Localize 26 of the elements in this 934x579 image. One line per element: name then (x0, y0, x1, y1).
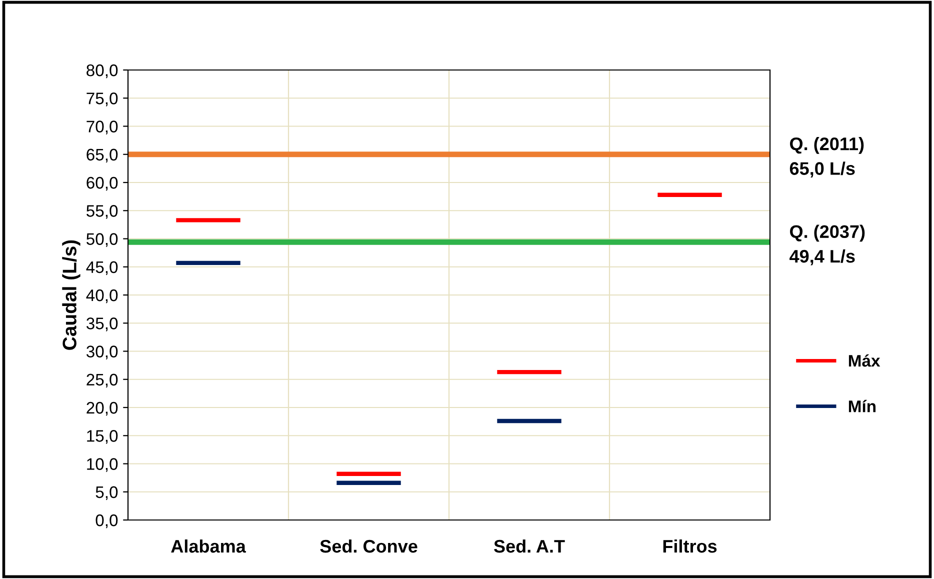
x-tick-label: Alabama (171, 539, 246, 553)
y-tick-label: 40,0 (86, 289, 118, 304)
legend-label: Mín (848, 400, 876, 412)
y-tick-label: 80,0 (86, 64, 118, 78)
x-tick-label: Filtros (663, 539, 717, 553)
y-tick-label: 50,0 (86, 233, 118, 247)
y-tick-label: 70,0 (86, 120, 118, 134)
y-tick-label: 55,0 (86, 205, 118, 219)
y-axis-title: Caudal (L/s) (62, 240, 80, 350)
y-tick-label: 20,0 (86, 402, 118, 416)
ref-line-label: Q. (2037) 49,4 L/s (790, 224, 865, 266)
y-tick-label: 10,0 (87, 458, 118, 472)
y-tick-label: 0,0 (96, 514, 118, 528)
x-tick-label: Sed. A.T (494, 539, 565, 553)
y-tick-label: 5,0 (96, 486, 118, 500)
y-tick-label: 35,0 (86, 318, 118, 332)
ref-line-label: Q. (2011) 65,0 L/s (790, 136, 864, 178)
y-tick-label: 60,0 (86, 176, 118, 191)
x-tick-label: Sed. Conve (320, 539, 418, 553)
y-tick-label: 75,0 (86, 92, 118, 106)
y-tick-label: 45,0 (86, 261, 118, 276)
y-tick-label: 65,0 (86, 148, 118, 163)
y-tick-label: 15,0 (87, 430, 118, 444)
y-tick-label: 30,0 (86, 346, 118, 360)
y-tick-label: 25,0 (86, 374, 118, 388)
legend-label: Máx (848, 354, 880, 367)
